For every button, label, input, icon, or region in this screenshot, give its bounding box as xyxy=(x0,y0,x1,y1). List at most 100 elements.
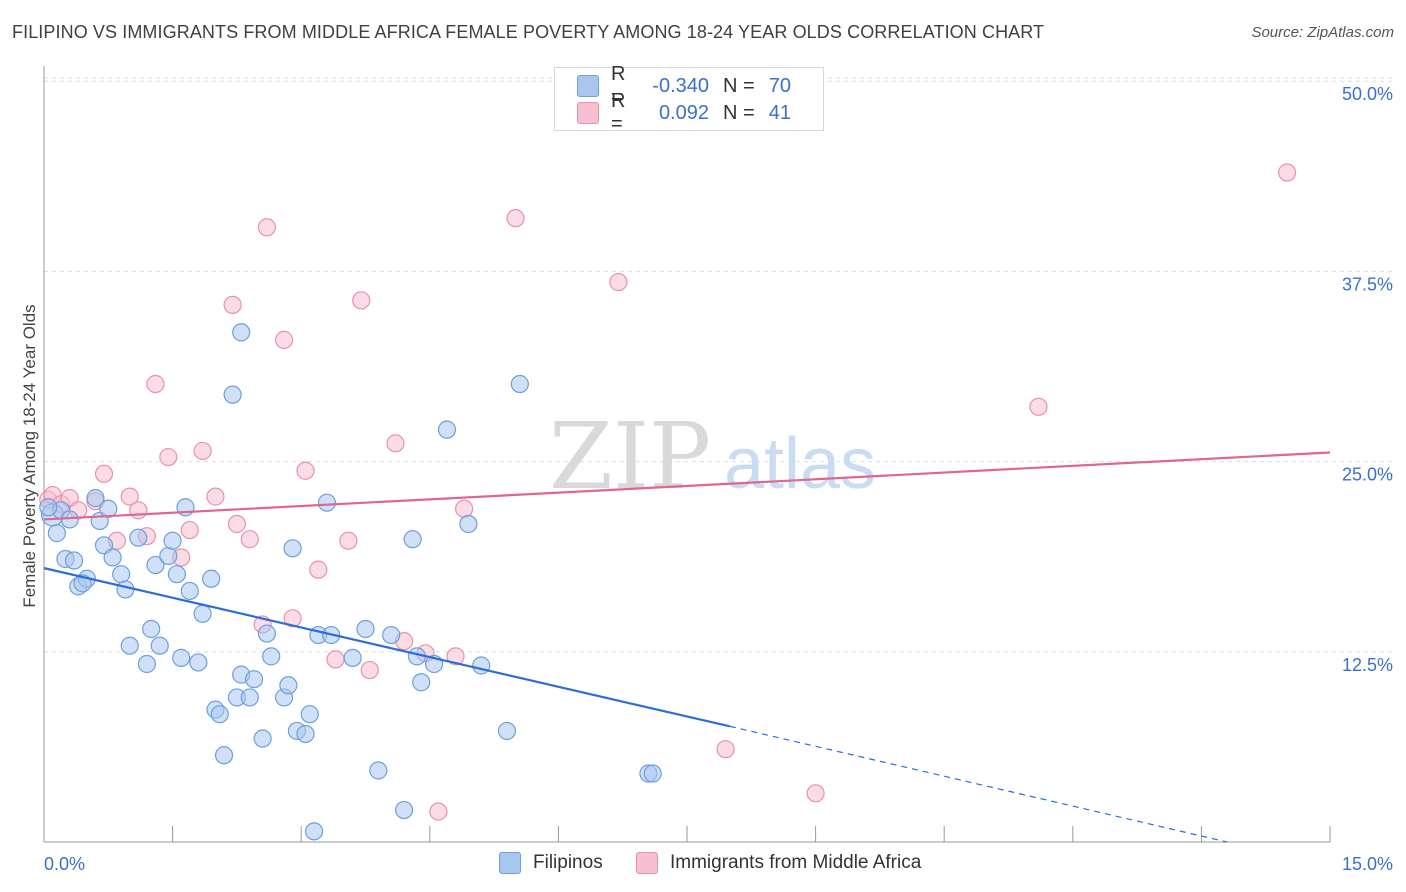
series-filipinos-points xyxy=(39,323,662,841)
filipino-point xyxy=(304,822,324,841)
filipinos-trend-extension xyxy=(729,725,1228,843)
middle-africa-trend-line xyxy=(43,451,1331,521)
filipino-point xyxy=(412,673,431,692)
middle-africa-point xyxy=(180,520,199,540)
legend-swatch-pink xyxy=(577,102,599,124)
legend-swatch-blue xyxy=(577,75,599,97)
filipino-point xyxy=(142,619,161,639)
watermark: ZIP atlas xyxy=(549,403,876,510)
legend-row-filipinos: R = -0.340 N = 70 xyxy=(577,63,791,108)
filipino-point xyxy=(103,548,122,567)
legend-item-middle-africa[interactable]: Immigrants from Middle Africa xyxy=(636,852,921,874)
legend-item-filipinos[interactable]: Filipinos xyxy=(499,852,603,874)
tick-labels: 12.5% 25.0% 37.5% 50.0% 0.0% 15.0% xyxy=(44,84,1393,874)
filipino-point xyxy=(643,764,662,783)
middle-africa-point xyxy=(223,295,242,314)
filipino-point xyxy=(86,489,105,508)
filipino-point xyxy=(279,676,298,695)
filipino-point xyxy=(210,705,229,724)
y-tick-label: 25.0% xyxy=(1342,465,1393,485)
legend-n-label: N = xyxy=(723,101,755,124)
source-label: Source: ZipAtlas.com xyxy=(1251,24,1394,41)
chart-title: FILIPINO VS IMMIGRANTS FROM MIDDLE AFRIC… xyxy=(12,22,1045,42)
middle-africa-point xyxy=(94,464,114,483)
middle-africa-point xyxy=(609,272,628,292)
filipino-point xyxy=(189,653,208,672)
middle-africa-point xyxy=(257,218,277,237)
filipino-point xyxy=(159,546,178,566)
y-tick-label: 12.5% xyxy=(1342,655,1393,675)
middle-africa-point xyxy=(129,501,148,520)
filipino-point xyxy=(343,648,362,667)
filipino-point xyxy=(202,569,221,588)
middle-africa-point xyxy=(309,560,328,579)
watermark-atlas: atlas xyxy=(724,424,876,504)
middle-africa-point xyxy=(446,647,465,666)
series-legend: Filipinos Immigrants from Middle Africa xyxy=(0,852,1406,878)
middle-africa-point xyxy=(339,531,358,550)
middle-africa-point xyxy=(120,487,139,506)
filipino-point xyxy=(253,729,272,748)
filipino-point xyxy=(240,688,259,707)
y-tick-label: 37.5% xyxy=(1342,274,1393,294)
filipino-point xyxy=(116,580,135,599)
watermark-zip: ZIP xyxy=(549,403,711,510)
legend-swatch-pink xyxy=(636,852,658,874)
y-tick-label: 50.0% xyxy=(1342,84,1393,104)
filipino-point xyxy=(382,625,401,645)
middle-africa-point xyxy=(274,330,294,349)
axes xyxy=(43,66,1331,843)
filipino-point xyxy=(300,705,319,724)
filipino-point xyxy=(369,761,388,780)
filipino-point xyxy=(120,636,139,655)
filipino-point xyxy=(39,498,58,517)
filipino-point xyxy=(180,581,199,601)
x-tick-label: 15.0% xyxy=(1342,854,1393,874)
legend-label-middle-africa: Immigrants from Middle Africa xyxy=(670,852,922,873)
filipino-point xyxy=(99,499,118,518)
middle-africa-point xyxy=(454,499,474,518)
middle-africa-point xyxy=(1029,397,1048,416)
correlation-legend: R = -0.340 N = 70 R = 0.092 N = 41 xyxy=(554,63,824,135)
middle-africa-point xyxy=(806,784,825,803)
filipino-point xyxy=(193,604,212,623)
legend-r-label: R = xyxy=(611,90,626,135)
trend-lines xyxy=(43,451,1331,843)
middle-africa-point xyxy=(159,447,178,467)
filipino-point xyxy=(244,670,264,689)
legend-n-value: 41 xyxy=(768,101,791,124)
legend-r-value: 0.092 xyxy=(658,101,709,124)
middle-africa-point xyxy=(240,530,259,549)
filipino-point xyxy=(129,528,148,547)
filipino-point xyxy=(497,721,517,741)
filipino-point xyxy=(510,374,529,394)
filipino-point xyxy=(296,724,315,744)
filipino-point xyxy=(137,654,156,674)
filipino-point xyxy=(403,530,422,549)
legend-n-label: N = xyxy=(723,74,755,97)
middle-africa-point xyxy=(206,487,225,506)
legend-label-filipinos: Filipinos xyxy=(533,852,603,873)
filipino-point xyxy=(394,800,414,820)
filipino-point xyxy=(214,746,234,765)
middle-africa-point xyxy=(193,441,212,461)
filipino-point xyxy=(356,619,375,639)
legend-n-value: 70 xyxy=(768,74,791,97)
middle-africa-point xyxy=(386,434,405,453)
middle-africa-point xyxy=(360,660,379,680)
filipino-point xyxy=(317,493,337,512)
middle-africa-point xyxy=(146,374,165,394)
legend-r-value: -0.340 xyxy=(652,74,709,97)
filipino-point xyxy=(47,524,66,543)
middle-africa-point xyxy=(283,609,302,628)
filipino-point xyxy=(112,565,131,584)
legend-r-label: R = xyxy=(611,63,626,108)
middle-africa-point xyxy=(227,514,246,534)
filipino-point xyxy=(64,551,84,570)
filipino-point xyxy=(437,420,457,439)
filipino-point xyxy=(232,323,251,342)
filipino-point xyxy=(172,648,191,667)
filipino-point xyxy=(257,624,277,643)
middle-africa-point xyxy=(1278,163,1297,182)
